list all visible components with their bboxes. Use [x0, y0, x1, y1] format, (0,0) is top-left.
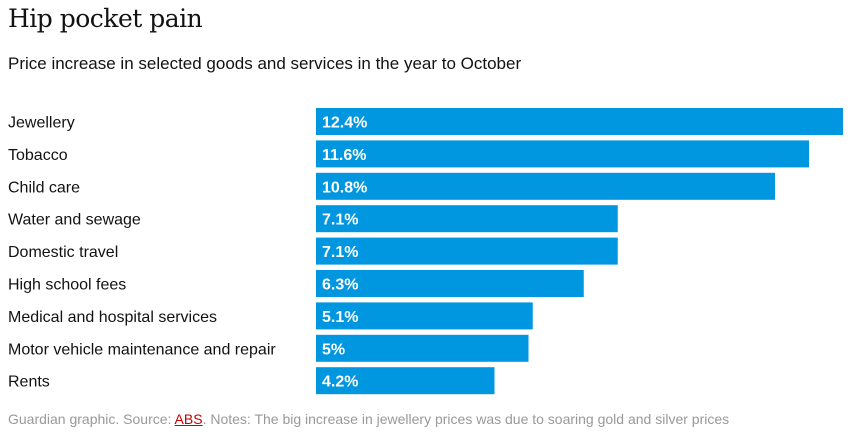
- bar-value-label: 6.3%: [322, 277, 358, 294]
- bar-row: Jewellery 12.4%: [8, 108, 843, 135]
- bar-value-label: 7.1%: [322, 212, 358, 229]
- category-label: Rents: [8, 374, 50, 391]
- bar-row: Medical and hospital services 5.1%: [8, 302, 533, 330]
- bar: [316, 302, 533, 330]
- bar-value-label: 5%: [322, 341, 345, 358]
- bar-row: Tobacco 11.6%: [8, 140, 809, 168]
- footer-prefix: Guardian graphic. Source:: [8, 411, 175, 427]
- bar: [316, 108, 843, 135]
- bar-value-label: 11.6%: [322, 147, 366, 164]
- category-label: Domestic travel: [8, 244, 118, 261]
- bar-row: Child care 10.8%: [8, 172, 775, 200]
- bar-row: Domestic travel 7.1%: [8, 237, 618, 265]
- category-label: Child care: [8, 179, 80, 196]
- bar-value-label: 12.4%: [322, 115, 367, 132]
- bar-value-label: 7.1%: [322, 244, 358, 261]
- bar-chart: Jewellery 12.4% Tobacco 11.6% Child care 10.8…: [8, 108, 843, 395]
- bar-value-label: 5.1%: [322, 309, 358, 326]
- bar: [316, 334, 529, 362]
- bar: [316, 367, 495, 395]
- bar-row: Motor vehicle maintenance and repair 5%: [8, 334, 529, 362]
- footer-notes: . Notes: The big increase in jewellery p…: [202, 411, 730, 427]
- bar-value-label: 10.8%: [322, 179, 367, 196]
- bar: [316, 270, 584, 297]
- chart-title: Hip pocket pain: [8, 4, 203, 33]
- category-label: Water and sewage: [8, 212, 141, 229]
- bar-row: Rents 4.2%: [8, 367, 495, 395]
- chart-subtitle: Price increase in selected goods and ser…: [8, 54, 522, 73]
- category-label: Medical and hospital services: [8, 309, 217, 326]
- bar: [316, 205, 618, 233]
- chart-footer: Guardian graphic. Source: ABS. Notes: Th…: [8, 411, 729, 427]
- bar-row: High school fees 6.3%: [8, 270, 584, 297]
- bar: [316, 172, 775, 200]
- bar: [316, 140, 809, 168]
- bar-row: Water and sewage 7.1%: [8, 205, 618, 233]
- category-label: Motor vehicle maintenance and repair: [8, 341, 276, 358]
- category-label: Tobacco: [8, 147, 68, 164]
- bar: [316, 237, 618, 265]
- source-link[interactable]: ABS: [174, 411, 203, 427]
- category-label: Jewellery: [8, 115, 75, 132]
- category-label: High school fees: [8, 277, 126, 294]
- bar-value-label: 4.2%: [322, 374, 358, 391]
